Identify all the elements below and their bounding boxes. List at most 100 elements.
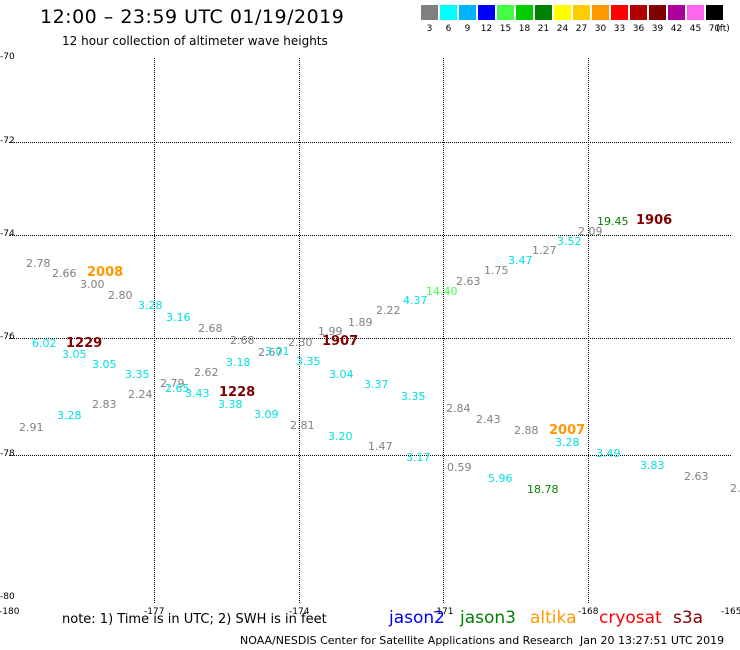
latitude-label: -74 [0, 229, 15, 239]
latitude-gridline [9, 338, 731, 339]
legend-label: 6 [445, 24, 452, 34]
wave-height-value: 2.22 [376, 304, 401, 317]
wave-height-value: 1.47 [368, 440, 393, 453]
map-subtitle: 12 hour collection of altimeter wave hei… [62, 34, 328, 48]
legend-swatch [649, 5, 666, 20]
wave-height-value: 2.79 [160, 377, 185, 390]
wave-height-value: 2.09 [578, 225, 603, 238]
wave-height-value: 3.35 [296, 355, 321, 368]
longitude-gridline [588, 58, 589, 603]
legend-unit: (ft) [716, 24, 730, 34]
wave-height-value: 3.05 [62, 348, 87, 361]
pass-time-label: 1228 [219, 385, 256, 400]
legend-label: 42 [670, 24, 683, 34]
wave-height-value: 3.28 [138, 299, 163, 312]
latitude-gridline [9, 235, 731, 236]
wave-height-value: 3.28 [555, 436, 580, 449]
wave-height-value: 2.68 [198, 322, 223, 335]
footer-note: note: 1) Time is in UTC; 2) SWH is in fe… [62, 612, 327, 627]
pass-time-label: 2007 [549, 423, 586, 438]
legend-swatch [573, 5, 590, 20]
wave-height-value: 3.28 [57, 409, 82, 422]
legend-label: 33 [613, 24, 626, 34]
wave-height-value: 14.40 [426, 285, 458, 298]
longitude-label: -174 [289, 607, 310, 617]
wave-height-value: 2.43 [476, 413, 501, 426]
wave-height-value: 2.91 [19, 421, 44, 434]
wave-height-value: 3.09 [254, 408, 279, 421]
wave-height-value: 3.00 [80, 278, 105, 291]
wave-height-value: 2.68 [230, 334, 255, 347]
legend-label: 27 [575, 24, 588, 34]
legend-swatch [516, 5, 533, 20]
wave-height-value: 2.84 [446, 402, 471, 415]
footer-timestamp: Jan 20 13:27:51 UTC 2019 [580, 634, 725, 647]
longitude-gridline [443, 58, 444, 603]
wave-height-value: 2.65 [165, 382, 190, 395]
latitude-label: -76 [0, 332, 15, 342]
wave-height-value: 6.02 [32, 337, 57, 350]
wave-height-value: 2.80 [108, 289, 133, 302]
wave-height-value: 2. [730, 482, 740, 495]
wave-height-value: 19.45 [597, 215, 629, 228]
legend-swatch [706, 5, 723, 20]
legend-swatch [554, 5, 571, 20]
wave-height-value: 3.52 [557, 235, 582, 248]
satellite-name-jason2: jason2 [389, 608, 445, 628]
wave-height-value: 2.78 [26, 257, 51, 270]
wave-height-value: 3.17 [406, 451, 431, 464]
wave-height-value: 2.81 [290, 419, 315, 432]
wave-height-value: 1.75 [484, 264, 509, 277]
wave-height-value: 3.37 [364, 378, 389, 391]
legend-swatch [421, 5, 438, 20]
wave-height-value: 2.67 [258, 346, 283, 359]
wave-height-value: 2.63 [456, 275, 481, 288]
legend-swatch [687, 5, 704, 20]
longitude-label: -171 [433, 607, 454, 617]
longitude-label: -165 [721, 607, 740, 617]
wave-height-value: 3.38 [218, 398, 243, 411]
longitude-label: -180 [0, 607, 20, 617]
legend-label: 39 [651, 24, 664, 34]
legend-swatch [459, 5, 476, 20]
pass-time-label: 1907 [322, 334, 359, 349]
footer-credit: NOAA/NESDIS Center for Satellite Applica… [240, 634, 574, 647]
wave-height-value: 3.18 [226, 356, 251, 369]
wave-height-value: 2.62 [194, 366, 219, 379]
wave-height-value: 3.35 [401, 390, 426, 403]
longitude-label: -177 [144, 607, 165, 617]
satellite-name-altika: altika [530, 608, 577, 628]
latitude-label: -72 [0, 136, 15, 146]
wave-height-value: 3.16 [166, 311, 191, 324]
wave-height-value: 2.66 [52, 267, 77, 280]
wave-height-value: 2.63 [684, 470, 709, 483]
wave-height-value: 3.35 [125, 368, 150, 381]
latitude-label: -80 [0, 592, 15, 602]
latitude-gridline [9, 455, 731, 456]
wave-height-value: 2.24 [128, 388, 153, 401]
legend-label: 18 [518, 24, 531, 34]
legend-label: 45 [689, 24, 702, 34]
latitude-label: -78 [0, 449, 15, 459]
pass-time-label: 1229 [66, 336, 103, 351]
wave-height-value: 3.49 [596, 447, 621, 460]
legend-swatch [497, 5, 514, 20]
wave-height-value: 1.89 [348, 316, 373, 329]
legend-label: 24 [556, 24, 569, 34]
wave-height-value: 3.83 [640, 459, 665, 472]
map-title: 12:00 – 23:59 UTC 01/19/2019 [40, 6, 345, 28]
legend-label: 70 [708, 24, 721, 34]
latitude-label: -70 [0, 52, 15, 62]
legend-swatch [668, 5, 685, 20]
legend-swatch [592, 5, 609, 20]
wave-height-value: 5.96 [488, 472, 513, 485]
latitude-gridline [9, 142, 731, 143]
longitude-gridline [299, 58, 300, 603]
wave-height-value: 3.01 [265, 345, 290, 358]
legend-swatch [440, 5, 457, 20]
legend-swatch [611, 5, 628, 20]
wave-height-value: 3.04 [329, 368, 354, 381]
wave-height-value: 2.83 [92, 398, 117, 411]
legend-label: 3 [426, 24, 433, 34]
